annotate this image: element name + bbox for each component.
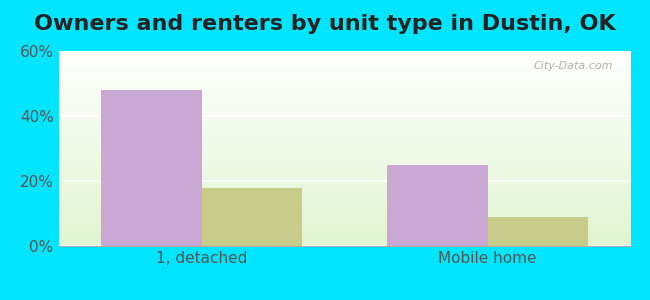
Bar bbox=[488, 217, 588, 246]
Text: City-Data.com: City-Data.com bbox=[534, 61, 614, 71]
Bar bbox=[101, 90, 202, 246]
Bar bbox=[387, 165, 488, 246]
Bar bbox=[202, 188, 302, 246]
Text: Owners and renters by unit type in Dustin, OK: Owners and renters by unit type in Dusti… bbox=[34, 14, 616, 34]
